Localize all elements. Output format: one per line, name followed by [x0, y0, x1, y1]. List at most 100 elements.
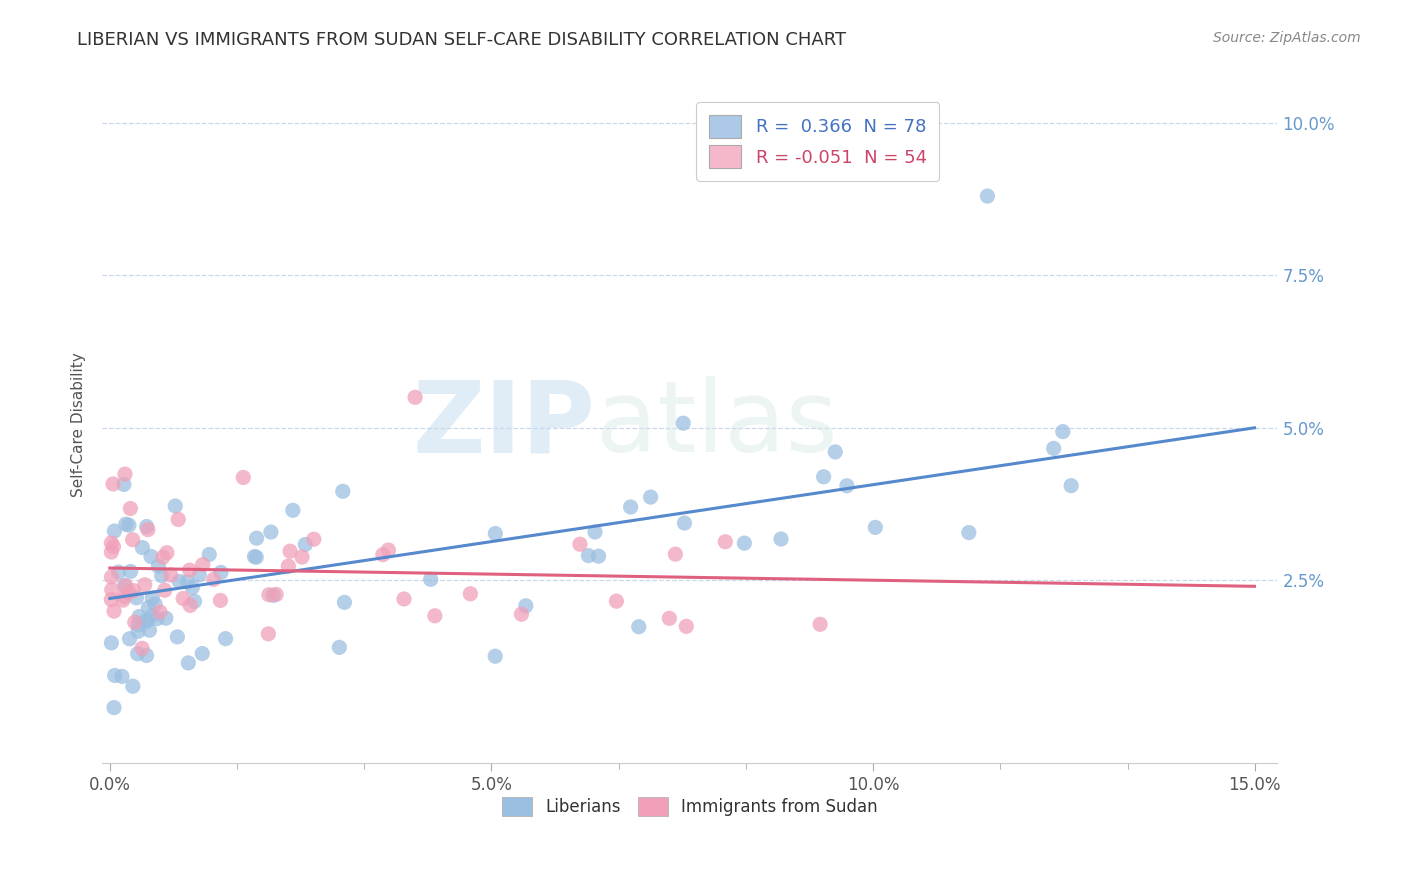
Text: Source: ZipAtlas.com: Source: ZipAtlas.com — [1213, 31, 1361, 45]
Point — [100, 545, 122, 559]
Point — [302, 532, 325, 546]
Point — [100, 636, 122, 650]
Point — [100, 592, 122, 607]
Point — [103, 700, 125, 714]
Point — [143, 597, 166, 611]
Point — [114, 467, 136, 482]
Y-axis label: Self-Care Disability: Self-Care Disability — [72, 352, 86, 497]
Point — [120, 501, 142, 516]
Point — [1060, 478, 1083, 492]
Point — [673, 516, 696, 530]
Point — [103, 540, 125, 554]
Point — [664, 547, 686, 561]
Point — [733, 536, 755, 550]
Point — [605, 594, 627, 608]
Point — [332, 484, 354, 499]
Point — [191, 647, 214, 661]
Point — [179, 563, 201, 577]
Point — [576, 549, 599, 563]
Point — [835, 479, 858, 493]
Point — [264, 587, 287, 601]
Text: atlas: atlas — [596, 376, 838, 474]
Point — [118, 632, 141, 646]
Point — [127, 618, 149, 632]
Point — [957, 525, 980, 540]
Point — [1042, 442, 1064, 456]
Point — [291, 549, 314, 564]
Point — [181, 581, 204, 595]
Point — [114, 578, 136, 592]
Point — [260, 524, 283, 539]
Point — [515, 599, 537, 613]
Point — [152, 550, 174, 565]
Point — [176, 574, 198, 589]
Point — [138, 624, 160, 638]
Point — [141, 591, 163, 605]
Point — [640, 490, 662, 504]
Point — [588, 549, 610, 563]
Point — [976, 189, 998, 203]
Point — [277, 559, 299, 574]
Point — [131, 641, 153, 656]
Point — [583, 524, 606, 539]
Point — [153, 583, 176, 598]
Point — [1052, 425, 1074, 439]
Point — [423, 608, 446, 623]
Point — [484, 649, 506, 664]
Point — [209, 566, 232, 580]
Point — [122, 583, 145, 598]
Point — [243, 549, 266, 564]
Point — [135, 519, 157, 533]
Point — [179, 599, 201, 613]
Point — [138, 600, 160, 615]
Point — [146, 612, 169, 626]
Point — [118, 518, 141, 533]
Point — [149, 605, 172, 619]
Point — [172, 591, 194, 606]
Point — [111, 669, 134, 683]
Point — [769, 532, 792, 546]
Point — [672, 416, 695, 430]
Point — [245, 550, 267, 565]
Point — [484, 526, 506, 541]
Point — [209, 593, 232, 607]
Point — [127, 647, 149, 661]
Point — [112, 590, 135, 604]
Text: LIBERIAN VS IMMIGRANTS FROM SUDAN SELF-CARE DISABILITY CORRELATION CHART: LIBERIAN VS IMMIGRANTS FROM SUDAN SELF-C… — [77, 31, 846, 49]
Point — [620, 500, 643, 514]
Point — [245, 531, 267, 545]
Point — [658, 611, 681, 625]
Point — [135, 648, 157, 663]
Point — [510, 607, 533, 622]
Point — [257, 627, 280, 641]
Point — [104, 668, 127, 682]
Point — [100, 570, 122, 584]
Point — [191, 558, 214, 572]
Point — [392, 591, 415, 606]
Point — [107, 565, 129, 579]
Point — [165, 499, 187, 513]
Point — [813, 469, 835, 483]
Text: ZIP: ZIP — [413, 376, 596, 474]
Point — [139, 549, 162, 564]
Point — [101, 477, 124, 491]
Point — [136, 523, 159, 537]
Point — [111, 593, 134, 607]
Point — [257, 588, 280, 602]
Point — [404, 390, 426, 404]
Point — [262, 588, 284, 602]
Point — [134, 615, 156, 629]
Point — [125, 591, 148, 605]
Point — [141, 608, 163, 623]
Point — [128, 609, 150, 624]
Point — [198, 548, 221, 562]
Point — [114, 517, 136, 532]
Point — [294, 537, 316, 551]
Point — [278, 544, 301, 558]
Point — [100, 582, 122, 597]
Point — [114, 579, 136, 593]
Point — [166, 630, 188, 644]
Point — [460, 587, 482, 601]
Point — [100, 536, 122, 550]
Point — [377, 543, 399, 558]
